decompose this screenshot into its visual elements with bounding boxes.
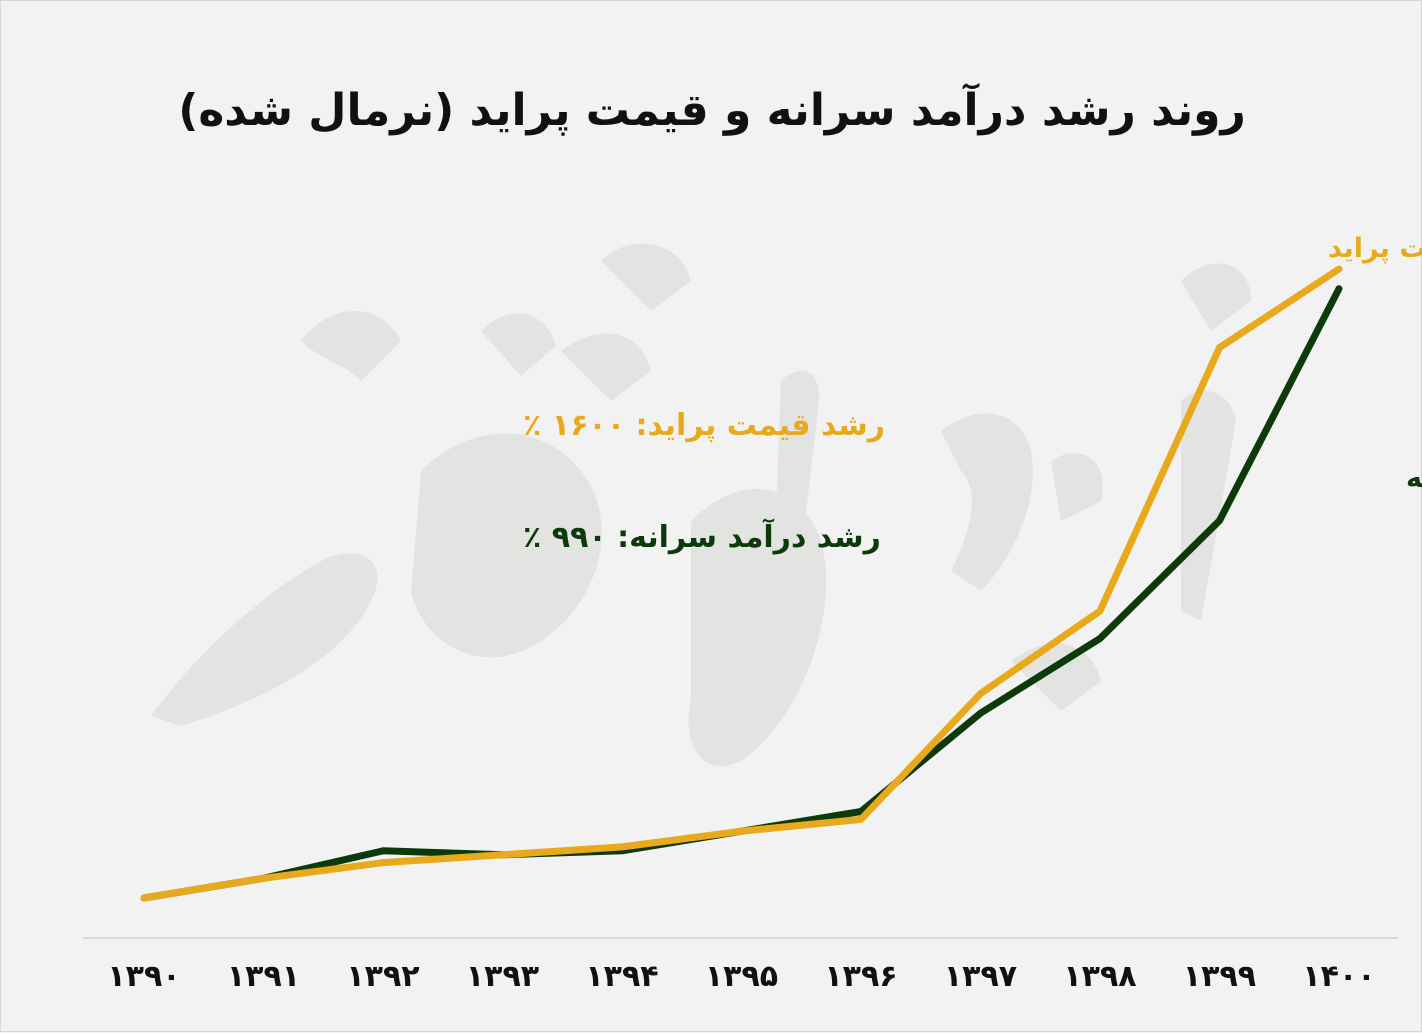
series-line-pride-price [140, 265, 1343, 902]
x-tick-label: ۱۳۹۷ [944, 959, 1017, 994]
x-tick-label: ۱۳۹۴ [585, 959, 658, 994]
growth-annotation: رشد درآمد سرانه: ۹۹۰ ٪ [523, 518, 881, 555]
x-tick-label: ۱۳۹۸ [1063, 959, 1136, 994]
watermark-logo [151, 243, 1251, 767]
series-label: قیمت پراید [1328, 233, 1422, 264]
x-tick-label: ۱۳۹۶ [824, 959, 897, 994]
x-tick-label: ۱۳۹۳ [466, 959, 539, 994]
x-tick-label: ۱۳۹۵ [705, 959, 778, 994]
x-tick-label: ۱۳۹۲ [346, 959, 419, 994]
x-tick-label: ۱۴۰۰ [1302, 959, 1375, 994]
chart-title: روند رشد درآمد سرانه و قیمت پراید (نرمال… [178, 82, 1246, 136]
series-lines [140, 265, 1343, 902]
x-axis-ticks: ۱۳۹۰ ۱۳۹۱ ۱۳۹۲ ۱۳۹۳ ۱۳۹۴ ۱۳۹۵ ۱۳۹۶ ۱۳۹۷ ۱۳۹۸ ۱۳۹۹… [107, 959, 1375, 994]
x-tick-label: ۱۳۹۱ [227, 959, 300, 994]
annotations: رشد قیمت پراید: ۱۶۰۰ ٪ رشد درآمد سرانه: ۹… [523, 408, 885, 555]
x-tick-label: ۱۳۹۹ [1183, 959, 1256, 994]
x-tick-label: ۱۳۹۰ [107, 959, 180, 994]
series-labels: قیمت پراید درآمد سرانه [1328, 233, 1422, 494]
series-label: درآمد سرانه [1406, 461, 1422, 494]
growth-annotation: رشد قیمت پراید: ۱۶۰۰ ٪ [523, 408, 885, 443]
